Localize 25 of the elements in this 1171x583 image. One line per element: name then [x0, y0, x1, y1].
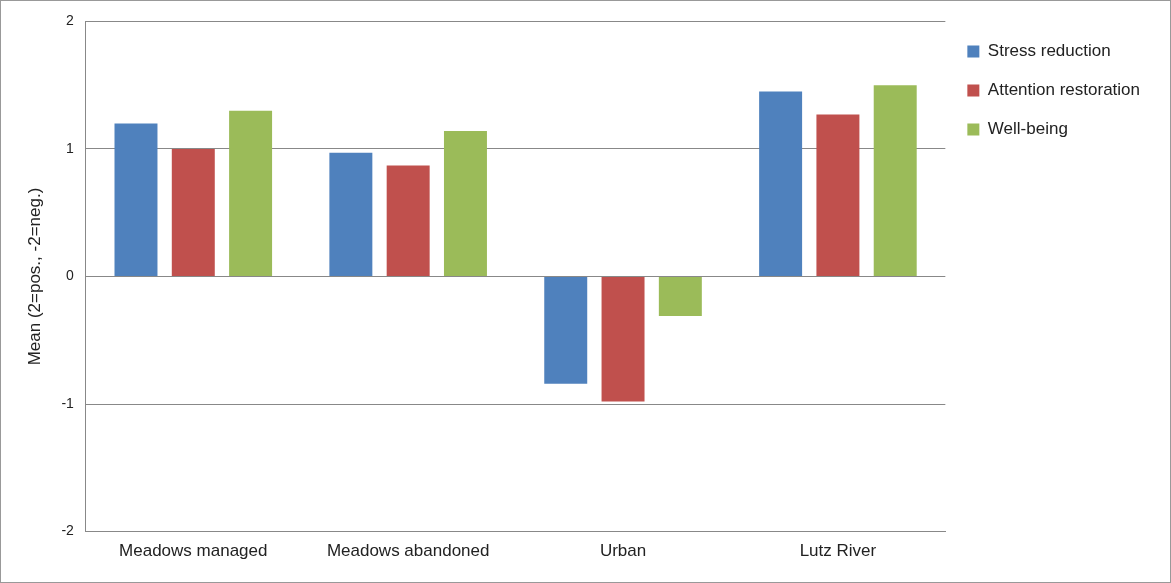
bar — [114, 123, 158, 276]
y-tick-label: -1 — [61, 394, 75, 411]
y-tick-label: 2 — [66, 12, 75, 29]
bar — [816, 114, 860, 276]
bar — [386, 165, 430, 276]
x-tick-label: Urban — [599, 541, 647, 561]
legend-label: Attention restoration — [987, 80, 1141, 100]
y-tick-label: -2 — [61, 522, 75, 539]
bar — [601, 277, 645, 402]
bar — [658, 277, 702, 317]
bar — [171, 148, 215, 276]
bar — [329, 152, 373, 276]
bar — [229, 110, 273, 276]
x-tick-label: Meadows managed — [119, 541, 268, 561]
y-tick-label: 1 — [66, 139, 75, 156]
bar — [443, 131, 487, 276]
y-axis-title: Mean (2=pos., -2=neg.) — [24, 187, 44, 366]
x-tick-label: Lutz River — [799, 541, 877, 561]
legend-label: Well-being — [987, 119, 1068, 139]
legend-label: Stress reduction — [987, 41, 1111, 61]
x-tick-label: Meadows abandoned — [326, 541, 490, 561]
bar — [759, 91, 803, 276]
bar — [544, 277, 588, 384]
y-tick-label: 0 — [66, 267, 75, 284]
bar — [873, 85, 917, 276]
